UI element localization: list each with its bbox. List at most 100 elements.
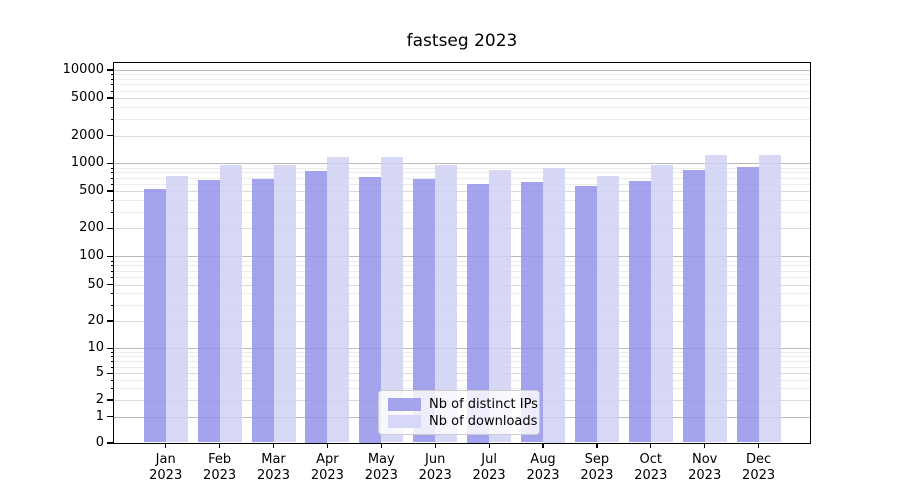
x-tick-mark	[596, 443, 598, 448]
y-tick-label: 20	[87, 313, 104, 328]
gridline	[114, 321, 810, 322]
x-tick-month: Dec	[746, 452, 772, 467]
bar-downloads-oct	[650, 165, 673, 443]
bar-distinct-ips-jun	[413, 178, 436, 443]
y-minor-tick-mark	[110, 356, 114, 358]
bar-downloads-feb	[219, 164, 242, 443]
x-tick-label: Nov 2023	[677, 452, 733, 484]
x-tick-month: Jan	[155, 452, 176, 467]
y-tick-label: 5000	[70, 90, 104, 105]
x-tick-year: 2023	[203, 468, 237, 483]
bar-downloads-nov	[704, 155, 727, 443]
x-tick-label: Jun 2023	[407, 452, 463, 484]
x-tick-label: May 2023	[353, 452, 409, 484]
y-tick-mark	[107, 347, 114, 349]
y-tick-mark	[107, 442, 114, 444]
y-tick-label: 2000	[70, 127, 104, 143]
bar-distinct-ips-nov	[682, 169, 705, 443]
legend-item-downloads: Nb of downloads	[388, 413, 537, 429]
gridline-minor	[114, 183, 810, 185]
x-tick-year: 2023	[472, 468, 506, 483]
bar-distinct-ips-dec	[736, 166, 759, 443]
gridline	[114, 256, 810, 258]
bar-distinct-ips-oct	[628, 181, 651, 443]
y-minor-tick-mark	[110, 119, 114, 120]
legend-swatch-ips	[388, 397, 421, 411]
gridline	[114, 284, 810, 286]
bar-distinct-ips-apr	[305, 171, 328, 443]
gridline-minor	[114, 366, 810, 368]
bar-distinct-ips-jan	[143, 189, 166, 443]
x-tick-month: Mar	[261, 452, 286, 467]
x-tick-label: Aug 2023	[515, 452, 571, 484]
x-tick-year: 2023	[580, 468, 614, 483]
y-tick-label: 1000	[70, 155, 104, 171]
gridline-minor	[114, 84, 810, 86]
bar-distinct-ips-may	[359, 177, 382, 443]
y-tick-label: 100	[79, 248, 104, 264]
x-tick-mark	[434, 443, 436, 448]
x-tick-label: Jul 2023	[461, 452, 517, 484]
x-tick-mark	[165, 443, 167, 448]
y-tick-mark	[107, 162, 114, 164]
y-minor-tick-mark	[110, 74, 114, 76]
x-tick-mark	[542, 443, 544, 448]
y-tick-mark	[107, 283, 114, 286]
bar-distinct-ips-feb	[197, 179, 220, 443]
x-tick-year: 2023	[742, 468, 776, 483]
y-tick-label: 200	[79, 220, 104, 236]
gridline-minor	[114, 388, 810, 390]
x-tick-mark	[650, 443, 652, 448]
x-tick-month: May	[367, 452, 395, 467]
gridline-minor	[114, 361, 810, 363]
y-tick-mark	[107, 97, 114, 99]
y-minor-tick-mark	[110, 361, 114, 363]
x-tick-year: 2023	[364, 468, 398, 483]
x-tick-label: Jan 2023	[138, 452, 194, 484]
gridline-minor	[114, 79, 810, 80]
y-tick-label: 5	[95, 365, 104, 381]
y-tick-mark	[107, 399, 114, 401]
x-tick-month: Sep	[584, 452, 610, 467]
gridline	[114, 348, 810, 350]
x-tick-mark	[326, 443, 329, 448]
bar-downloads-jul	[489, 169, 512, 443]
x-tick-year: 2023	[688, 468, 722, 483]
gridline-minor	[114, 107, 810, 109]
chart-title: fastseg 2023	[406, 31, 518, 51]
bar-distinct-ips-sep	[574, 185, 597, 443]
y-minor-tick-mark	[110, 90, 114, 92]
x-tick-year: 2023	[149, 468, 183, 483]
x-tick-label: Mar 2023	[246, 452, 302, 484]
gridline-minor	[114, 277, 810, 279]
bar-downloads-jun	[435, 164, 458, 443]
legend: Nb of distinct IPs Nb of downloads	[378, 390, 540, 435]
y-tick-label: 2	[95, 392, 104, 407]
gridline-minor	[114, 74, 810, 76]
y-tick-mark	[107, 372, 114, 374]
y-minor-tick-mark	[110, 84, 114, 86]
bar-downloads-sep	[596, 175, 619, 443]
x-tick-label: Dec 2023	[731, 452, 787, 484]
legend-label-distinct-ips: Nb of distinct IPs	[429, 396, 538, 412]
gridline	[114, 163, 810, 165]
x-tick-month: Aug	[530, 452, 556, 467]
x-tick-mark	[380, 443, 382, 448]
y-tick-mark	[107, 227, 114, 229]
legend-label-downloads: Nb of downloads	[429, 413, 538, 429]
gridline	[114, 228, 810, 230]
gridline	[114, 373, 810, 375]
x-tick-year: 2023	[256, 468, 291, 483]
y-tick-mark	[107, 255, 114, 257]
y-minor-tick-mark	[110, 277, 114, 279]
y-tick-label: 0	[95, 435, 104, 450]
bar-distinct-ips-aug	[521, 182, 543, 443]
y-minor-tick-mark	[110, 260, 114, 262]
x-tick-month: Nov	[692, 452, 718, 467]
bar-distinct-ips-jul	[467, 184, 490, 443]
y-minor-tick-mark	[110, 107, 114, 109]
gridline-minor	[114, 90, 810, 92]
legend-swatch-downloads	[388, 414, 421, 428]
y-minor-tick-mark	[110, 200, 114, 202]
